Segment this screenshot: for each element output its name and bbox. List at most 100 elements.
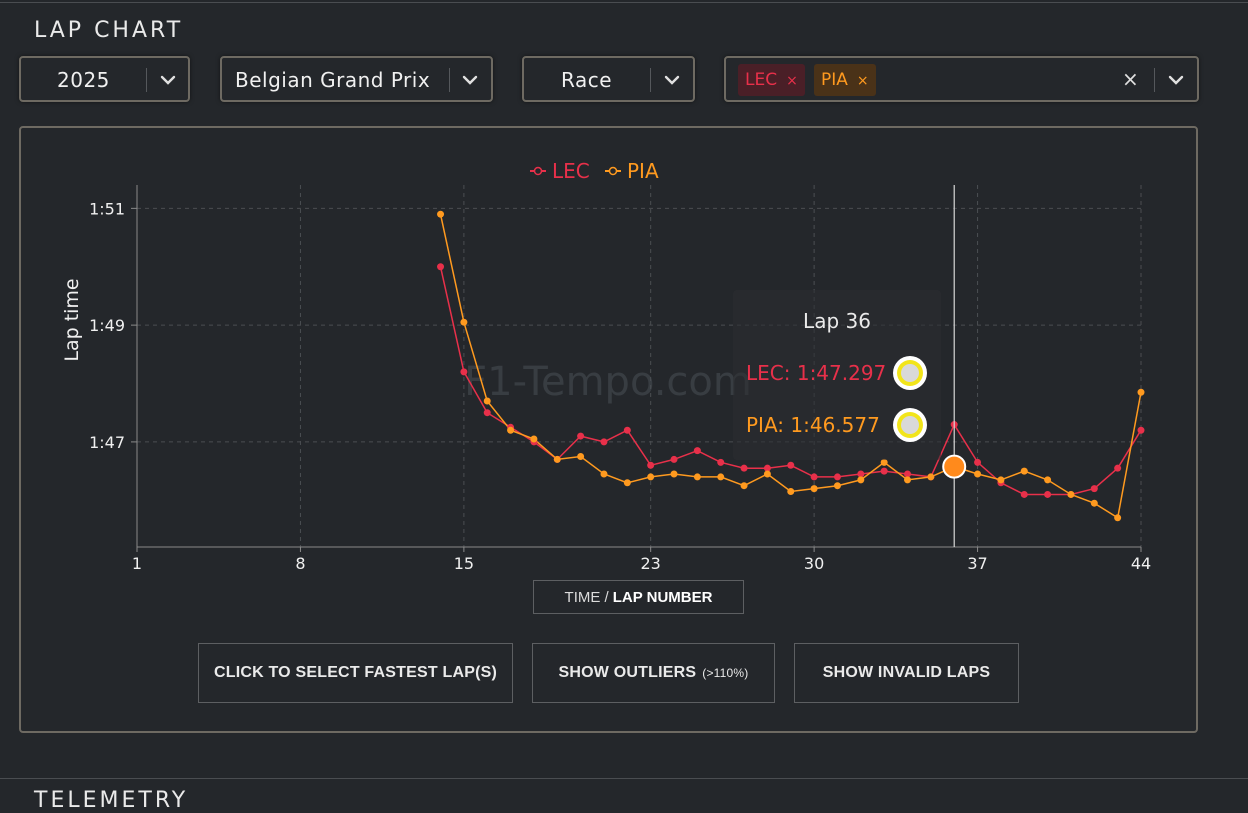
next-section-title: TELEMETRY: [34, 788, 189, 813]
data-point-pia[interactable]: [857, 476, 865, 484]
section-title: LAP CHART: [34, 18, 184, 43]
data-point-lec[interactable]: [904, 470, 912, 478]
driver-multiselect[interactable]: LEC × PIA × ×: [724, 56, 1199, 102]
event-select-value: Belgian Grand Prix: [235, 68, 431, 92]
legend-marker-lec: [533, 166, 543, 176]
data-point-lec[interactable]: [1137, 426, 1145, 434]
data-point-lec[interactable]: [974, 458, 982, 466]
data-point-lec[interactable]: [670, 455, 678, 463]
data-point-pia[interactable]: [763, 470, 771, 478]
data-point-lec[interactable]: [857, 470, 865, 478]
data-point-lec[interactable]: [740, 464, 748, 472]
data-point-pia[interactable]: [553, 455, 561, 463]
chevron-down-icon[interactable]: [460, 70, 480, 90]
tooltip-row-pia: PIA: 1:46.577: [746, 413, 880, 437]
session-select-value: Race: [561, 68, 613, 92]
tooltip-swatch-core: [901, 416, 919, 434]
data-point-pia[interactable]: [530, 435, 538, 443]
axis-mode-time[interactable]: TIME /: [564, 588, 609, 606]
tooltip-box: [733, 290, 941, 460]
data-point-lec[interactable]: [810, 473, 818, 481]
hover-point: [942, 454, 967, 479]
data-point-pia[interactable]: [787, 488, 795, 496]
data-point-pia[interactable]: [810, 485, 818, 493]
data-point-pia[interactable]: [1067, 490, 1075, 498]
session-select[interactable]: Race: [522, 56, 695, 102]
chart-legend: LEC PIA: [530, 159, 659, 183]
x-tick-label: 23: [640, 554, 660, 573]
remove-icon[interactable]: ×: [856, 73, 869, 89]
x-tick-label: 15: [454, 554, 474, 573]
button-note: (>110%): [702, 666, 749, 680]
data-point-pia[interactable]: [647, 473, 655, 481]
chevron-down-icon[interactable]: [1166, 70, 1186, 90]
data-point-lec[interactable]: [880, 467, 888, 475]
button-label: CLICK TO SELECT FASTEST LAP(S): [213, 664, 498, 681]
x-tick-label: 30: [804, 554, 824, 573]
data-point-pia[interactable]: [437, 210, 445, 218]
data-point-pia[interactable]: [833, 482, 841, 490]
x-tick-label: 1: [132, 554, 142, 573]
driver-chip-lec: LEC ×: [738, 64, 805, 96]
data-point-lec[interactable]: [577, 432, 585, 440]
data-point-pia[interactable]: [623, 479, 631, 487]
data-point-lec[interactable]: [1114, 464, 1122, 472]
show-invalid-laps-button[interactable]: SHOW INVALID LAPS: [794, 643, 1019, 703]
button-label: SHOW OUTLIERS: [558, 664, 697, 681]
chevron-down-icon[interactable]: [158, 70, 178, 90]
chevron-down-icon[interactable]: [662, 70, 682, 90]
y-tick-label: 1:47: [89, 433, 125, 452]
data-point-lec[interactable]: [1020, 490, 1028, 498]
data-point-lec[interactable]: [437, 263, 445, 271]
remove-icon[interactable]: ×: [786, 73, 798, 89]
data-point-pia[interactable]: [740, 482, 748, 490]
y-tick-label: 1:49: [89, 316, 125, 335]
data-point-lec[interactable]: [763, 464, 771, 472]
data-point-lec[interactable]: [460, 368, 468, 376]
section-divider: [0, 778, 1248, 779]
legend-label-pia[interactable]: PIA: [627, 159, 659, 183]
legend-marker-pia: [608, 166, 618, 176]
data-point-pia[interactable]: [717, 473, 725, 481]
data-point-lec[interactable]: [693, 447, 701, 455]
data-point-lec[interactable]: [1044, 490, 1052, 498]
data-point-lec[interactable]: [647, 461, 655, 469]
data-point-pia[interactable]: [1044, 476, 1052, 484]
clear-icon[interactable]: ×: [1122, 67, 1139, 91]
data-point-lec[interactable]: [717, 458, 725, 466]
data-point-lec[interactable]: [1090, 485, 1098, 493]
select-separator: [449, 68, 450, 92]
data-point-lec[interactable]: [787, 461, 795, 469]
select-fastest-laps-button[interactable]: CLICK TO SELECT FASTEST LAP(S): [198, 643, 513, 703]
data-point-pia[interactable]: [693, 473, 701, 481]
data-point-pia[interactable]: [1020, 467, 1028, 475]
event-select[interactable]: Belgian Grand Prix: [220, 56, 493, 102]
data-point-lec[interactable]: [483, 409, 491, 417]
data-point-pia[interactable]: [507, 426, 515, 434]
data-point-pia[interactable]: [483, 397, 491, 405]
data-point-lec[interactable]: [623, 426, 631, 434]
legend-label-lec[interactable]: LEC: [552, 159, 590, 183]
data-point-pia[interactable]: [1114, 514, 1122, 522]
x-tick-label: 37: [967, 554, 987, 573]
data-point-pia[interactable]: [880, 458, 888, 466]
data-point-pia[interactable]: [927, 473, 935, 481]
chart-panel: [19, 126, 1198, 733]
year-select-value: 2025: [57, 68, 110, 92]
data-point-pia[interactable]: [600, 470, 608, 478]
axis-mode-toggle[interactable]: TIME / LAP NUMBER: [533, 580, 744, 614]
show-outliers-button[interactable]: SHOW OUTLIERS (>110%): [532, 643, 775, 703]
year-select[interactable]: 2025: [19, 56, 190, 102]
data-point-lec[interactable]: [600, 438, 608, 446]
data-point-pia[interactable]: [1090, 499, 1098, 507]
data-point-pia[interactable]: [997, 476, 1005, 484]
data-point-pia[interactable]: [670, 470, 678, 478]
data-point-pia[interactable]: [460, 318, 468, 326]
data-point-pia[interactable]: [577, 453, 585, 460]
data-point-pia[interactable]: [974, 470, 982, 478]
data-point-lec[interactable]: [833, 473, 841, 481]
data-point-pia[interactable]: [1137, 388, 1145, 396]
data-point-pia[interactable]: [904, 476, 912, 484]
axis-mode-lap[interactable]: LAP NUMBER: [612, 588, 713, 606]
